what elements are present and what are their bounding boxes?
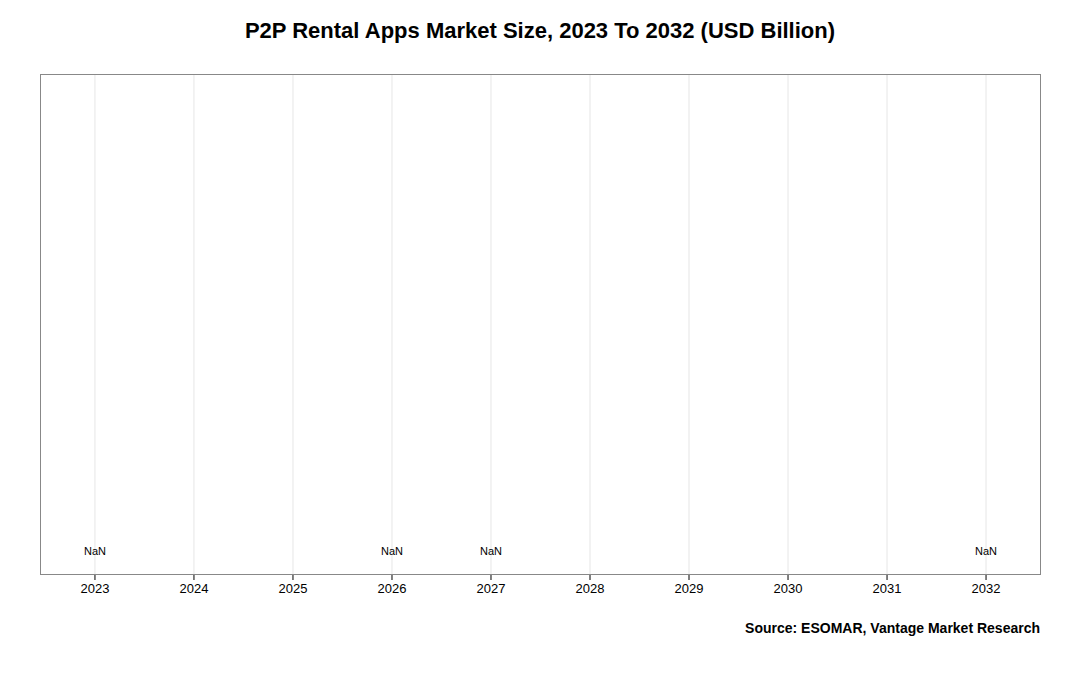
svg-text:2024: 2024 [180, 581, 209, 596]
svg-text:2030: 2030 [774, 581, 803, 596]
svg-text:2032: 2032 [972, 581, 1001, 596]
svg-text:2023: 2023 [80, 581, 109, 596]
svg-text:NaN: NaN [84, 545, 106, 557]
svg-text:2029: 2029 [675, 581, 704, 596]
html-text:Source: ESOMAR, Vantage Market: Source: ESOMAR, Vantage Market Research [745, 620, 1040, 636]
svg-text:2025: 2025 [279, 581, 308, 596]
svg-text:NaN: NaN [480, 545, 502, 557]
svg-text:NaN: NaN [975, 545, 997, 557]
svg-text:2026: 2026 [378, 581, 407, 596]
svg-text:2028: 2028 [576, 581, 605, 596]
html-text:P2P Rental Apps Market Size, 2: P2P Rental Apps Market Size, 2023 To 203… [244, 18, 836, 43]
svg-text:2031: 2031 [873, 581, 902, 596]
svg-text:2027: 2027 [477, 581, 506, 596]
svg-text:NaN: NaN [381, 545, 403, 557]
